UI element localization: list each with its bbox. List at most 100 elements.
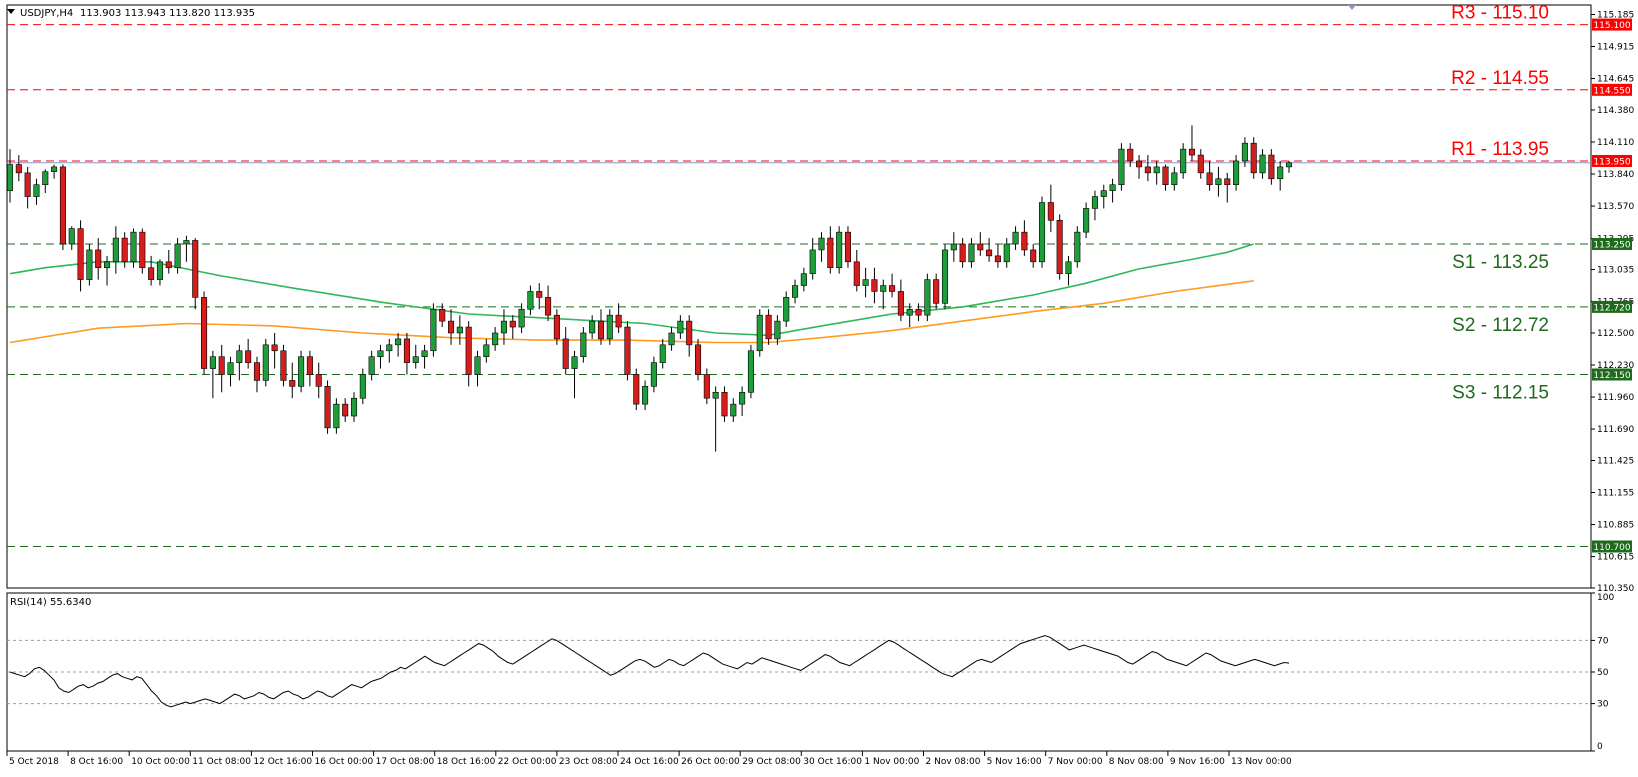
price-tick-label: 111.690 [1597,425,1634,435]
candle [747,344,754,399]
candle [1056,214,1063,280]
price-tick-label: 113.570 [1597,202,1634,212]
candle-bull [668,332,675,346]
candle-bear [306,356,313,375]
candle-bear [24,172,31,197]
candle-bear [633,374,640,405]
candle-bull [1109,184,1116,191]
level-price-tag [1592,368,1632,381]
price-tick-label: 110.885 [1597,521,1634,531]
candle [624,321,631,381]
candle-bull [589,320,596,334]
candle [465,321,472,387]
candle-bull [350,397,358,417]
candle-bull [606,314,613,340]
candle [527,285,534,316]
level-price-tag-text: 112.150 [1593,371,1630,381]
candle-bull [1091,196,1098,209]
candle-bull [950,243,957,251]
candle-bear [986,249,993,257]
candle [1109,178,1116,203]
candle-bull [130,231,137,263]
time-tick-label: 24 Oct 16:00 [620,757,679,767]
time-tick-label: 13 Nov 00:00 [1231,757,1292,767]
time-tick-label: 26 Oct 00:00 [681,757,740,767]
candle-bear [121,237,128,263]
level-price-tag-text: 113.950 [1593,157,1630,167]
candle [924,273,931,322]
price-panel [6,4,1592,589]
candle [571,350,578,399]
candle [1285,160,1293,173]
candle-bull [183,240,190,245]
candle [756,309,763,357]
price-tick-label: 113.035 [1597,266,1634,276]
candle-bear [448,320,455,334]
candle [1021,220,1028,256]
candle [218,344,225,393]
candle-bear [165,261,172,269]
candle-bear [201,297,208,369]
candle [915,303,922,322]
time-tick-label: 8 Oct 16:00 [70,757,123,767]
candle [1250,137,1257,179]
candle [448,309,455,345]
candle-bear [342,403,349,417]
candle [227,356,234,387]
candle-bull [968,243,975,263]
candle-bull [1003,243,1010,263]
candle-bull [862,279,869,286]
time-tick-label: 8 Nov 08:00 [1109,757,1164,767]
candle [377,344,384,369]
candle [827,226,834,274]
candle [774,315,781,345]
candle [1268,149,1275,185]
candle-bear [1250,142,1257,174]
level-price-tag-text: 115.100 [1593,21,1630,31]
candle [324,380,331,434]
candle [15,155,22,182]
level-price-tag [1592,540,1632,553]
candle-bull [1241,142,1248,162]
chevron-down-icon[interactable] [7,9,15,14]
candle-bear [139,231,146,269]
level-labels: R3 - 115.10 R2 - 114.55 R1 - 113.95 S1 - 11… [1451,3,1549,404]
time-tick-label: 29 Oct 08:00 [742,757,801,767]
price-tick-label: 110.615 [1597,553,1634,563]
candle [456,315,463,345]
level-label: R2 - 114.55 [1451,68,1549,89]
candle [439,303,446,328]
candle-bear [1021,231,1028,251]
candle [1136,155,1143,179]
candle-bull [1153,166,1160,174]
chart-header-symbol: USDJPY,H4 [20,8,73,19]
candle [836,226,843,274]
candle-bull [941,249,949,304]
candle-bear [253,362,261,381]
level-label: R3 - 115.10 [1451,3,1549,24]
candle-bull [800,273,807,286]
candle-bull [1285,162,1293,168]
rsi-tick-label: 0 [1597,742,1603,752]
price-tick-label: 115.185 [1597,10,1634,20]
candle-bull [1012,231,1019,245]
candle [889,273,896,298]
candle [712,386,719,452]
candle-bull [580,332,587,357]
price-tick-label: 113.840 [1597,170,1634,180]
price-tick-label: 114.380 [1597,106,1634,116]
candle [492,327,499,351]
candle [694,338,702,381]
candle [112,226,119,274]
candle-bear [624,326,631,375]
level-label: S1 - 113.25 [1452,252,1549,273]
rsi-polyline [9,635,1290,708]
level-price-tag [1592,83,1632,96]
candle [1233,155,1240,191]
candle [783,291,790,328]
candle-bull [906,308,913,316]
candle-bear [536,291,543,298]
candle-bull [924,279,931,316]
price-tick-label: 114.915 [1597,43,1634,53]
